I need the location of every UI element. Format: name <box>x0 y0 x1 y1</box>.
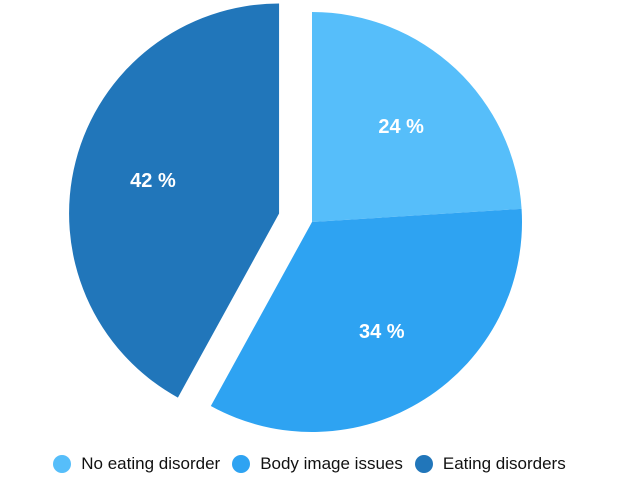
data-label-body-image-issues: 34 % <box>359 321 405 343</box>
pie-data-labels: 24 % 34 % 42 % <box>130 116 424 343</box>
legend-swatch-no-eating-disorder <box>53 455 72 473</box>
data-label-eating-disorders: 42 % <box>130 170 176 192</box>
legend-item-no-eating-disorder[interactable]: No eating disorder <box>53 454 220 474</box>
legend-swatch-body-image-issues <box>232 455 251 473</box>
pie-slice-no-eating-disorder[interactable] <box>312 12 522 222</box>
pie-slices <box>69 3 523 433</box>
legend-swatch-eating-disorders <box>414 455 433 473</box>
pie-slice-body-image-issues[interactable] <box>210 208 523 433</box>
legend-label-no-eating-disorder: No eating disorder <box>81 454 221 473</box>
legend-label-body-image-issues: Body image issues <box>260 454 403 473</box>
legend-item-body-image-issues[interactable]: Body image issues <box>232 454 403 474</box>
legend-label-eating-disorders: Eating disorders <box>442 454 566 473</box>
data-label-no-eating-disorder: 24 % <box>378 116 424 138</box>
legend-item-eating-disorders[interactable]: Eating disorders <box>414 454 566 474</box>
pie-slice-eating-disorders[interactable] <box>69 3 280 398</box>
chart-legend: No eating disorder Body image issues Eat… <box>0 452 619 476</box>
